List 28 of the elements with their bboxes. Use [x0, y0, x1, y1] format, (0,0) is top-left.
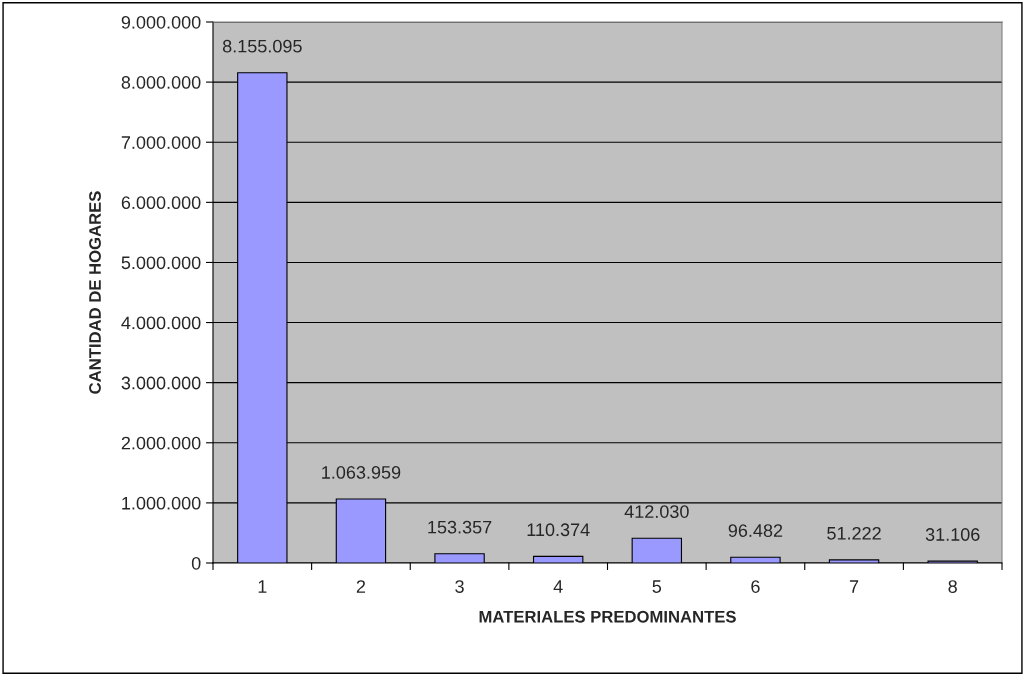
- x-tick-label: 2: [356, 580, 366, 593]
- data-label: 31.106: [925, 528, 980, 541]
- y-tick-label: 6.000.000: [121, 196, 201, 210]
- x-tick-label: 5: [652, 580, 662, 593]
- y-tick-label: 0: [191, 556, 201, 570]
- data-label: 51.222: [827, 526, 881, 540]
- x-tick-label: 4: [553, 580, 563, 593]
- x-tick-label: 8: [948, 580, 957, 593]
- y-tick-label: 5.000.000: [121, 256, 201, 270]
- x-tick-label: 3: [455, 580, 464, 593]
- y-tick-label: 4.000.000: [121, 316, 201, 330]
- x-tick-label: 7: [849, 580, 859, 593]
- data-label: 96.482: [728, 524, 783, 537]
- y-tick-label: 3.000.000: [121, 376, 201, 390]
- data-label: 8.155.095: [222, 39, 302, 53]
- y-tick-label: 9.000.000: [121, 15, 201, 29]
- x-tick-label: 1: [258, 580, 267, 593]
- y-tick-label: 8.000.000: [121, 76, 201, 89]
- data-label: 110.374: [527, 523, 590, 537]
- x-axis-title: MATERIALES PREDOMINANTES: [479, 610, 736, 623]
- y-tick-label: 7.000.000: [121, 136, 201, 149]
- y-tick-label: 2.000.000: [121, 436, 201, 450]
- data-label: 153.357: [428, 520, 492, 534]
- data-label: 1.063.959: [322, 466, 401, 479]
- data-label: 412.030: [624, 505, 689, 518]
- y-tick-label: 1.000.000: [122, 496, 201, 510]
- x-tick-label: 6: [751, 580, 760, 593]
- y-axis-title: CANTIDAD DE HOGARES: [89, 191, 101, 394]
